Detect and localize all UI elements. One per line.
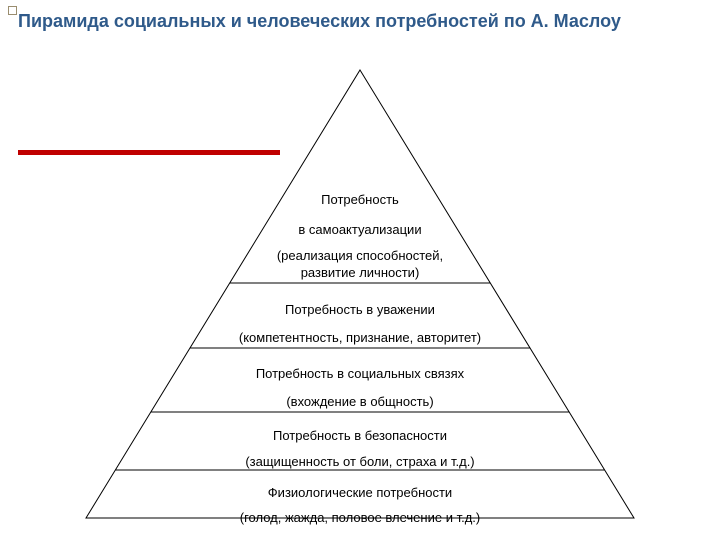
pyramid-level-line: (защищенность от боли, страха и т.д.): [0, 454, 720, 469]
pyramid-level-line: Потребность в социальных связях: [0, 366, 720, 381]
pyramid-level-line: (компетентность, признание, авторитет): [0, 330, 720, 345]
pyramid-level-line: Потребность: [0, 192, 720, 207]
pyramid-level-line: (вхождение в общность): [0, 394, 720, 409]
pyramid-level-line: Потребность в уважении: [0, 302, 720, 317]
pyramid-level-line: в самоактуализации: [0, 222, 720, 237]
pyramid-level-line: (реализация способностей,: [0, 248, 720, 263]
pyramid-level-line: Физиологические потребности: [0, 485, 720, 500]
pyramid-level-line: (голод, жажда, половое влечение и т.д.): [0, 510, 720, 525]
pyramid-level-line: Потребность в безопасности: [0, 428, 720, 443]
pyramid-level-line: развитие личности): [0, 265, 720, 280]
